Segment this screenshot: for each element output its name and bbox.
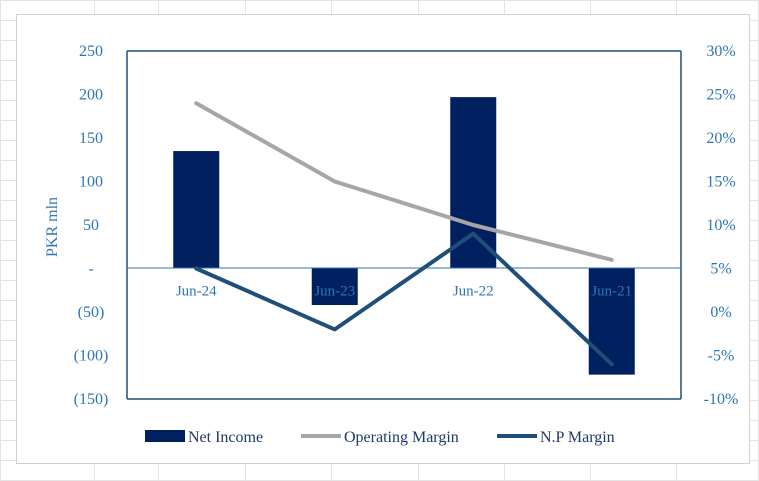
y-right-tick-label: -5%	[708, 348, 735, 365]
y-right-tick-label: 30%	[706, 43, 735, 60]
x-category-label: Jun-23	[314, 284, 355, 300]
y-right-tick-label: 10%	[706, 217, 735, 234]
y-left-tick-label: -	[88, 261, 93, 278]
legend-label-operating-margin: Operating Margin	[344, 429, 459, 446]
axes	[126, 50, 682, 400]
lines-layer	[194, 101, 614, 367]
chart-area[interactable]: 250 200 150 100 50 - (50) (100) (150) 30% 25% 20% 15…	[16, 14, 750, 464]
bar-net-income[interactable]	[450, 97, 497, 269]
y-left-tick-label: 150	[79, 130, 103, 147]
bar-net-income[interactable]	[311, 268, 358, 306]
y-right-tick-label: -10%	[704, 391, 739, 408]
bar-net-income[interactable]	[173, 151, 220, 269]
y-left-tick-label: (150)	[74, 391, 109, 408]
y-left-tick-label: 50	[83, 217, 99, 234]
labels-layer: 250 200 150 100 50 - (50) (100) (150) 30% 25% 20% 15…	[74, 43, 739, 408]
bars-layer	[173, 97, 635, 375]
combo-chart: 250 200 150 100 50 - (50) (100) (150) 30% 25% 20% 15…	[44, 43, 739, 446]
x-category-label: Jun-22	[453, 284, 494, 300]
x-category-label: Jun-24	[176, 284, 217, 300]
y-right-tick-label: 5%	[710, 261, 731, 278]
y-left-tick-label: 250	[79, 43, 103, 60]
legend-label-net-income: Net Income	[188, 429, 263, 446]
legend-label-n-p-margin: N.P Margin	[540, 429, 615, 446]
legend: Net Income Operating Margin N.P Margin	[145, 429, 615, 446]
y-right-tick-label: 0%	[710, 304, 731, 321]
y-left-tick-label: 100	[79, 174, 103, 191]
y-right-tick-label: 15%	[706, 174, 735, 191]
y-left-tick-label: 200	[79, 87, 103, 104]
bar-net-income[interactable]	[588, 268, 635, 375]
y-left-tick-label: (50)	[78, 304, 105, 321]
y-right-tick-label: 20%	[706, 130, 735, 147]
x-category-label: Jun-21	[591, 284, 632, 300]
line-n-p-margin[interactable]	[194, 231, 614, 367]
y-axis-label: PKR mln	[44, 197, 61, 257]
legend-swatch-net-income	[145, 430, 185, 442]
line-operating-margin[interactable]	[194, 101, 614, 262]
y-left-tick-label: (100)	[74, 348, 109, 365]
y-right-tick-label: 25%	[706, 87, 735, 104]
